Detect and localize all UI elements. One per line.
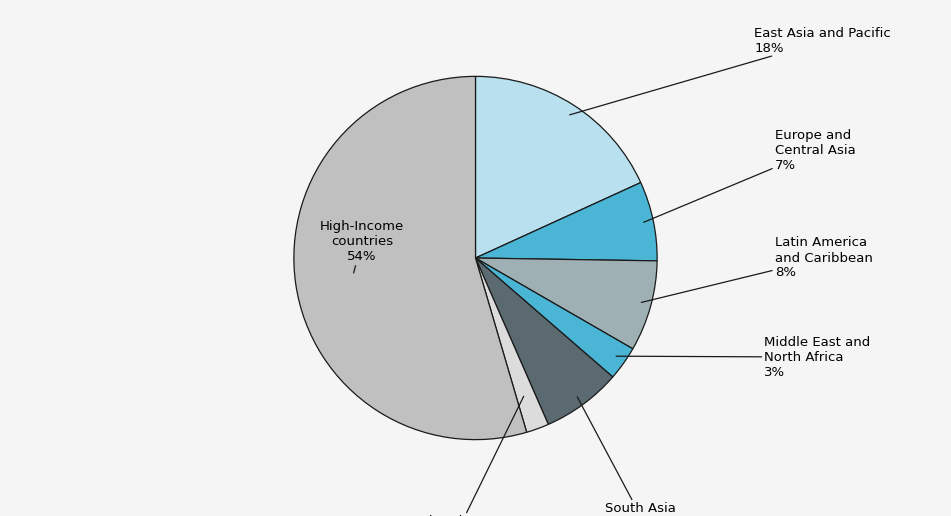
Wedge shape	[476, 183, 657, 261]
Text: Latin America
and Caribbean
8%: Latin America and Caribbean 8%	[641, 236, 873, 302]
Text: Europe and
Central Asia
7%: Europe and Central Asia 7%	[644, 129, 856, 222]
Wedge shape	[476, 258, 657, 349]
Wedge shape	[476, 258, 632, 377]
Wedge shape	[294, 76, 527, 440]
Text: High-Income
countries
54%: High-Income countries 54%	[320, 220, 404, 273]
Text: Sub-Saharan
Africa
2%: Sub-Saharan Africa 2%	[412, 396, 524, 516]
Text: South Asia
7%: South Asia 7%	[577, 397, 676, 516]
Text: Middle East and
North Africa
3%: Middle East and North Africa 3%	[616, 335, 871, 379]
Wedge shape	[476, 76, 641, 258]
Wedge shape	[476, 258, 612, 424]
Wedge shape	[476, 258, 549, 432]
Text: East Asia and Pacific
18%: East Asia and Pacific 18%	[570, 27, 891, 115]
